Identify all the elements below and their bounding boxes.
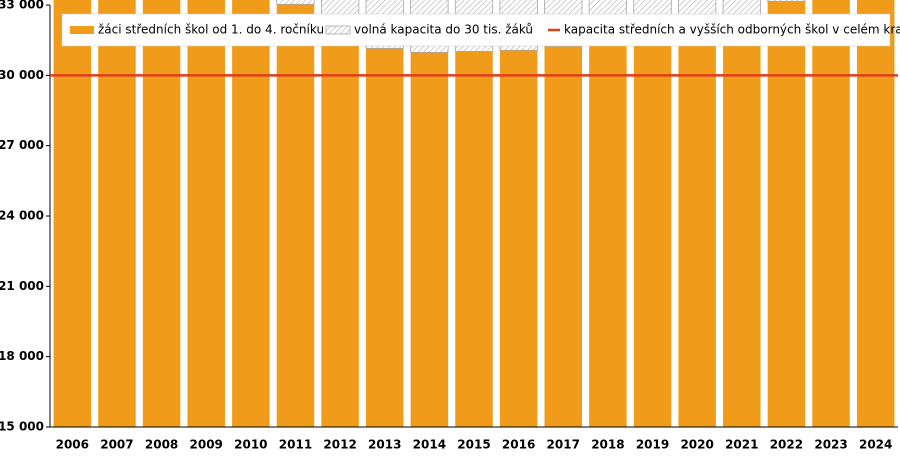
x-tick-label: 2022 <box>770 438 803 452</box>
x-tick-label: 2019 <box>636 438 669 452</box>
bar-segment <box>856 0 895 428</box>
x-tick-label: 2011 <box>279 438 312 452</box>
x-tick-label: 2016 <box>502 438 535 452</box>
y-tick-label: 24 000 <box>0 209 44 223</box>
bar-segment <box>142 0 181 427</box>
bar-segment <box>276 4 315 428</box>
x-tick-label: 2008 <box>145 438 178 452</box>
bar-segment <box>589 44 627 428</box>
x-tick-label: 2014 <box>413 438 446 452</box>
bar-segment <box>410 52 449 427</box>
x-tick-label: 2017 <box>547 438 580 452</box>
x-tick-label: 2010 <box>234 438 267 452</box>
bar-segment <box>321 34 359 428</box>
bar-segment <box>455 51 493 428</box>
bar-segment <box>187 0 225 427</box>
x-tick-label: 2024 <box>859 438 892 452</box>
legend-label: kapacita středních a vyšších odborných š… <box>564 23 900 37</box>
legend-label: žáci středních škol od 1. do 4. ročníku <box>98 23 324 37</box>
x-tick-label: 2020 <box>680 438 713 452</box>
bar-segment <box>232 0 270 427</box>
bar-segment <box>678 32 716 428</box>
y-tick-label: 33 000 <box>0 0 44 12</box>
x-tick-label: 2007 <box>100 438 133 452</box>
x-tick-label: 2012 <box>323 438 356 452</box>
y-tick-label: 30 000 <box>0 68 44 82</box>
bar-segment <box>53 0 92 428</box>
y-tick-label: 18 000 <box>0 349 44 363</box>
legend-swatch <box>325 25 351 35</box>
y-tick-label: 15 000 <box>0 420 44 434</box>
x-tick-label: 2018 <box>591 438 624 452</box>
legend-label: volná kapacita do 30 tis. žáků <box>354 23 533 37</box>
x-tick-label: 2015 <box>457 438 490 452</box>
bar-segment <box>633 39 672 428</box>
bar-segment <box>98 0 136 428</box>
x-tick-label: 2009 <box>190 438 223 452</box>
bar-segment <box>276 0 315 5</box>
bar-segment <box>544 46 583 428</box>
bar-segment <box>767 1 806 427</box>
bar-segment <box>812 0 850 428</box>
x-tick-label: 2013 <box>368 438 401 452</box>
legend-swatch <box>70 26 94 34</box>
bar-segment <box>365 48 404 427</box>
x-tick-label: 2006 <box>56 438 89 452</box>
x-tick-label: 2021 <box>725 438 758 452</box>
y-tick-label: 27 000 <box>0 138 44 152</box>
y-tick-label: 21 000 <box>0 279 44 293</box>
bar-segment <box>499 50 538 428</box>
legend-box <box>61 13 891 47</box>
bar-segment <box>723 25 761 427</box>
bar-segment <box>767 0 806 2</box>
x-tick-label: 2023 <box>814 438 847 452</box>
